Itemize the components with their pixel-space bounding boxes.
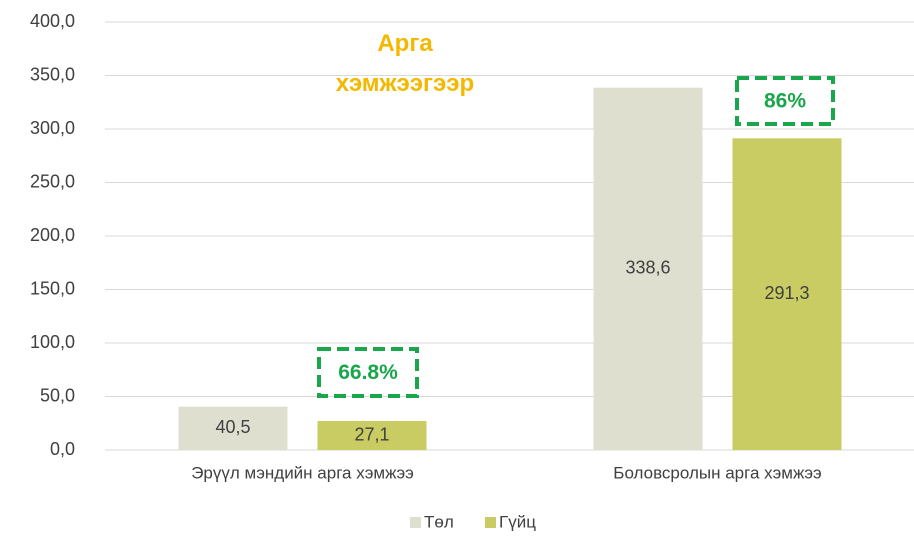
- bar: [593, 87, 703, 450]
- value-label: 40,5: [215, 417, 250, 437]
- legend-label: Гүйц: [499, 512, 536, 531]
- bar: [732, 138, 842, 450]
- title-line: хэмжээгээр: [336, 70, 474, 97]
- y-tick-label: 200,0: [30, 225, 75, 245]
- annotation-box: [735, 76, 835, 126]
- annotation: 66.8%: [338, 361, 398, 384]
- y-tick-label: 350,0: [30, 64, 75, 84]
- y-tick-label: 250,0: [30, 171, 75, 191]
- y-tick-label: 300,0: [30, 118, 75, 138]
- x-tick-label: Боловсролын арга хэмжээ: [613, 463, 821, 482]
- bar: [178, 406, 288, 450]
- legend-swatch: [410, 517, 421, 528]
- legend-swatch: [485, 517, 496, 528]
- title-line: Арга: [377, 30, 433, 57]
- y-tick-label: 0,0: [50, 439, 75, 459]
- y-tick-label: 400,0: [30, 11, 75, 31]
- value-label: 291,3: [764, 283, 809, 303]
- y-tick-label: 100,0: [30, 332, 75, 352]
- y-tick-label: 150,0: [30, 278, 75, 298]
- y-tick-label: 50,0: [40, 385, 75, 405]
- annotation: 86%: [764, 90, 806, 113]
- value-label: 338,6: [625, 258, 670, 278]
- x-tick-label: Эрүүл мэндийн арга хэмжээ: [191, 463, 414, 482]
- chart-title: Арга хэмжээгээр: [336, 30, 474, 97]
- value-label: 27,1: [354, 424, 389, 444]
- bar: [317, 421, 427, 450]
- legend-label: Төл: [424, 512, 454, 531]
